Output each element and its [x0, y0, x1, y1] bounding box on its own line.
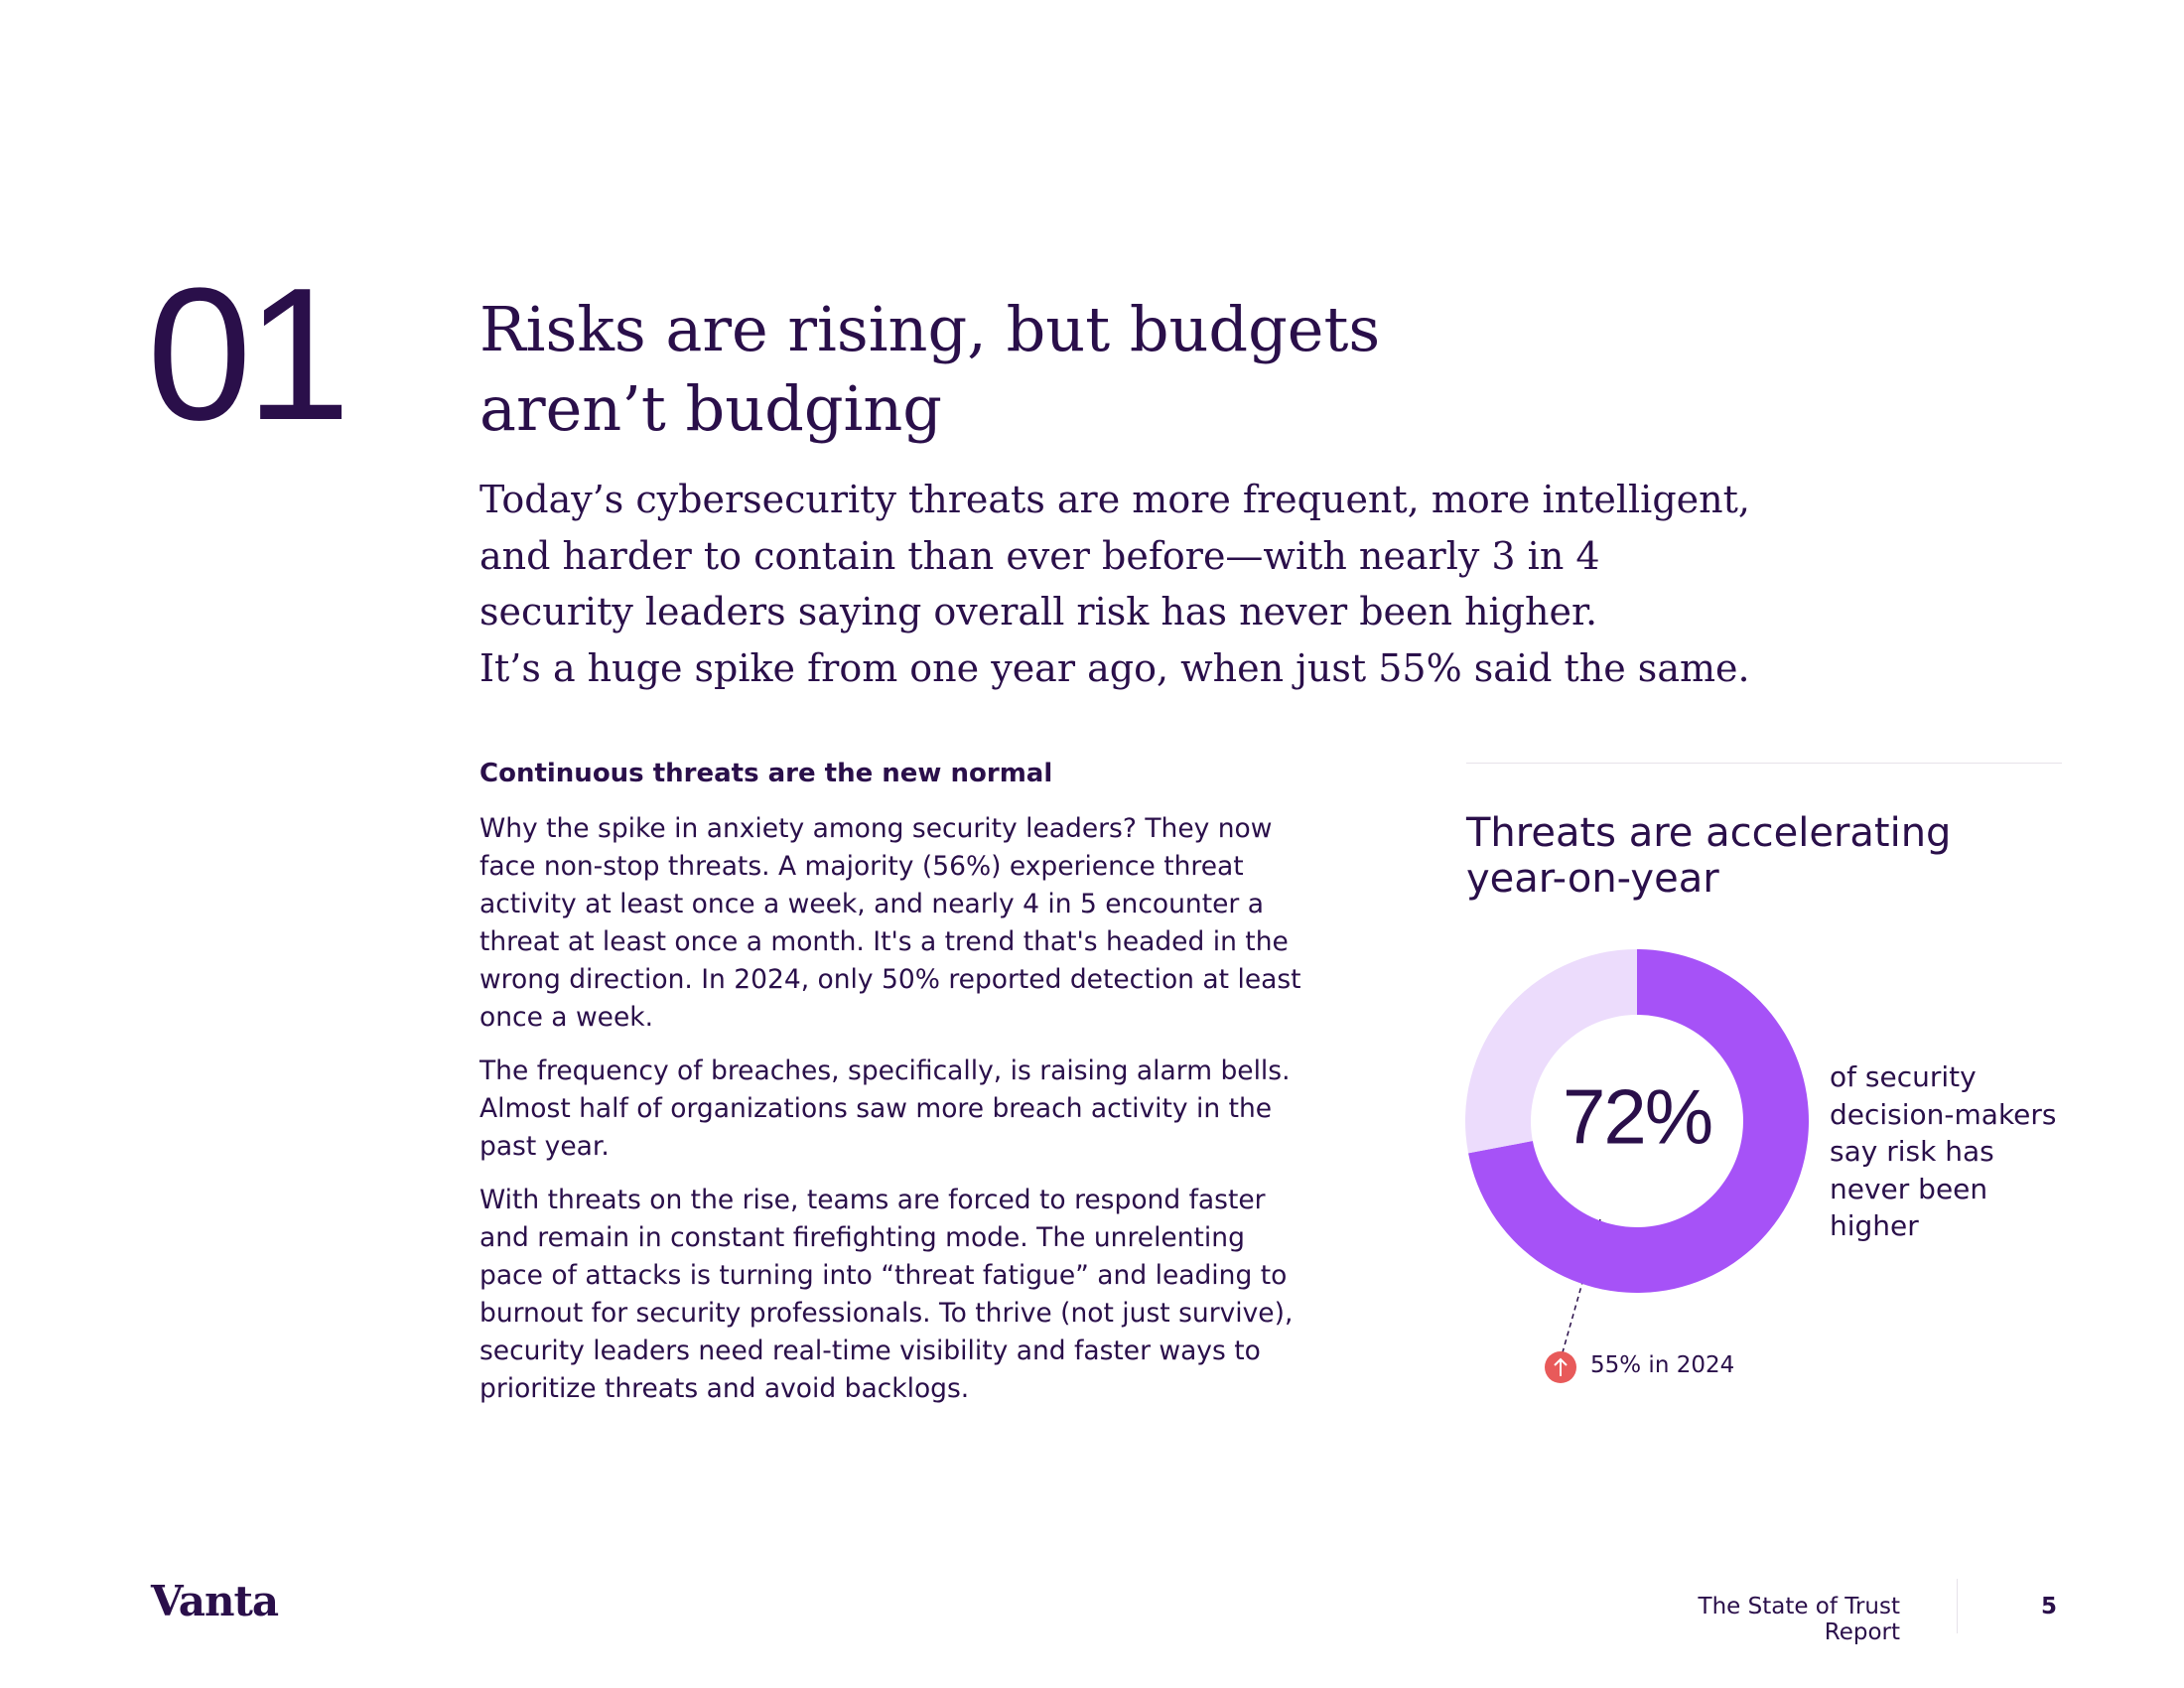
lead-line: Today’s cybersecurity threats are more f… — [479, 478, 1750, 521]
title-line: Risks are rising, but budgets — [479, 293, 1381, 365]
title: Risks are rising, but budgets aren’t bud… — [479, 290, 1380, 449]
chart-caption: of security decision-makers say risk has… — [1830, 1060, 2057, 1242]
chart-title: Threats are accelerating year-on-year — [1466, 810, 1952, 902]
report-name: The State of Trust Report — [1698, 1594, 1900, 1645]
brand: Vanta — [151, 1577, 279, 1625]
divider — [1466, 763, 2062, 764]
center-label: 72% — [1563, 1073, 1711, 1161]
annotation: 55% in 2024 — [1590, 1352, 1735, 1378]
donut-segment — [1468, 949, 1809, 1293]
lead: Today’s cybersecurity threats are more f… — [479, 472, 1750, 696]
body: Continuous threats are the new normal Wh… — [479, 755, 1303, 1424]
paragraph: Why the spike in anxiety among security … — [479, 813, 1301, 1033]
arrow-up — [1554, 1357, 1568, 1376]
lead-line: security leaders saying overall risk has… — [479, 590, 1598, 633]
donut-segment — [1464, 949, 1637, 1154]
section-number: 01 — [147, 249, 350, 460]
lead-line: It’s a huge spike from one year ago, whe… — [479, 645, 1750, 690]
paragraph: The frequency of breaches, specifically,… — [479, 1055, 1291, 1162]
title-line: aren’t budging — [479, 372, 942, 445]
paragraph: With threats on the rise, teams are forc… — [479, 1185, 1294, 1404]
body-heading: Continuous threats are the new normal — [479, 759, 1053, 788]
divider — [1957, 1579, 1958, 1633]
page-number: 5 — [2040, 1594, 2057, 1619]
lead-line: and harder to contain than ever before—w… — [479, 533, 1600, 578]
